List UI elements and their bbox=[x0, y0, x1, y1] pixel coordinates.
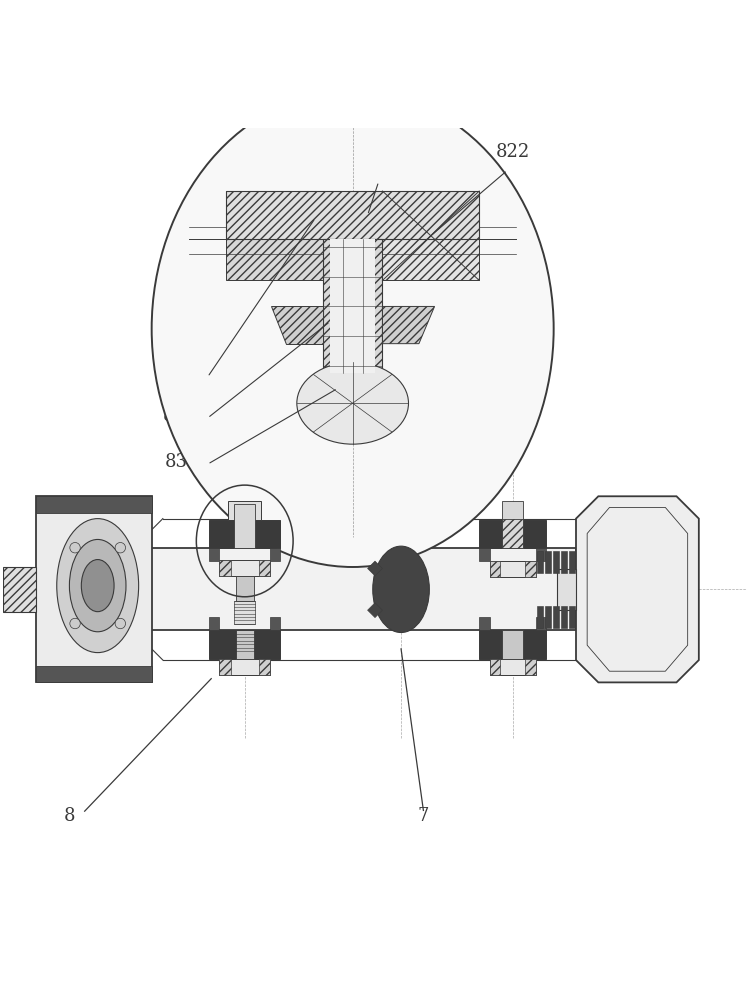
Bar bbox=[330, 239, 375, 373]
Ellipse shape bbox=[115, 542, 125, 553]
Bar bbox=[544, 551, 550, 573]
Bar bbox=[220, 659, 270, 675]
Bar bbox=[553, 551, 559, 573]
Ellipse shape bbox=[57, 519, 139, 653]
Bar bbox=[536, 606, 542, 628]
Bar bbox=[226, 191, 323, 280]
Bar bbox=[569, 551, 575, 573]
Bar bbox=[259, 659, 270, 675]
Polygon shape bbox=[382, 306, 434, 344]
Bar bbox=[503, 501, 524, 520]
Bar bbox=[270, 548, 280, 561]
Bar bbox=[479, 548, 490, 561]
Polygon shape bbox=[368, 561, 382, 576]
Bar bbox=[569, 606, 575, 628]
Bar bbox=[526, 659, 536, 675]
Bar bbox=[228, 501, 261, 520]
Bar bbox=[490, 561, 500, 577]
Bar bbox=[536, 617, 546, 630]
Bar bbox=[133, 548, 576, 630]
Ellipse shape bbox=[70, 618, 80, 629]
Bar bbox=[490, 561, 536, 577]
Bar bbox=[323, 239, 382, 373]
Bar bbox=[544, 606, 550, 628]
Bar bbox=[503, 519, 524, 548]
Ellipse shape bbox=[152, 91, 554, 567]
Bar bbox=[209, 617, 220, 630]
Bar bbox=[490, 659, 536, 675]
Polygon shape bbox=[271, 306, 323, 344]
Bar bbox=[3, 567, 36, 612]
Bar bbox=[557, 569, 576, 610]
Text: 822: 822 bbox=[496, 143, 530, 161]
Bar bbox=[220, 560, 230, 576]
Bar bbox=[479, 617, 490, 630]
Ellipse shape bbox=[115, 618, 125, 629]
Bar bbox=[479, 520, 546, 548]
Bar bbox=[226, 191, 479, 239]
Text: 821: 821 bbox=[362, 154, 396, 172]
Bar bbox=[490, 659, 500, 675]
Text: 83: 83 bbox=[164, 453, 188, 471]
Bar bbox=[36, 666, 152, 682]
Bar bbox=[234, 504, 255, 548]
Bar bbox=[36, 496, 152, 682]
Bar bbox=[479, 630, 546, 659]
Text: 82: 82 bbox=[162, 407, 185, 425]
Polygon shape bbox=[368, 603, 382, 618]
Bar bbox=[36, 496, 152, 513]
Bar bbox=[209, 548, 220, 561]
Bar bbox=[382, 191, 479, 280]
Ellipse shape bbox=[81, 560, 114, 612]
Bar bbox=[536, 551, 542, 573]
Bar bbox=[561, 606, 567, 628]
Ellipse shape bbox=[70, 542, 80, 553]
Bar bbox=[236, 576, 254, 600]
Text: 8: 8 bbox=[64, 807, 76, 825]
Bar bbox=[553, 606, 559, 628]
Bar bbox=[561, 551, 567, 573]
Ellipse shape bbox=[373, 546, 429, 633]
Bar bbox=[536, 548, 546, 561]
Bar bbox=[503, 630, 524, 659]
Bar bbox=[270, 617, 280, 630]
Bar bbox=[209, 520, 280, 548]
Bar bbox=[259, 560, 270, 576]
Text: 7: 7 bbox=[418, 807, 429, 825]
Text: 81: 81 bbox=[166, 366, 189, 384]
Polygon shape bbox=[576, 496, 699, 682]
Bar bbox=[209, 630, 280, 659]
Bar bbox=[236, 630, 254, 659]
Bar bbox=[220, 659, 230, 675]
Bar bbox=[526, 561, 536, 577]
Bar bbox=[220, 560, 270, 576]
Bar bbox=[234, 600, 255, 624]
Ellipse shape bbox=[70, 539, 126, 632]
Ellipse shape bbox=[297, 362, 409, 444]
